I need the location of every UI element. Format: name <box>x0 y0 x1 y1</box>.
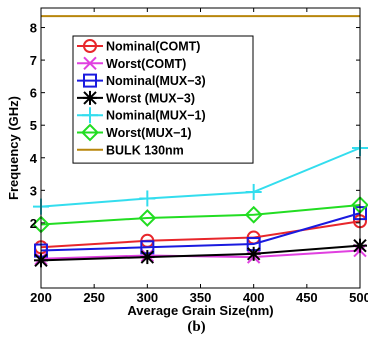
x-tick-label: 200 <box>30 290 52 305</box>
y-tick-label: 5 <box>30 118 37 133</box>
legend-item: Worst (MUX−3) <box>77 90 195 105</box>
x-marker-stroke <box>83 56 97 71</box>
legend-label: Worst(MUX−1) <box>106 126 192 140</box>
legend-item: BULK 130nm <box>77 143 184 157</box>
y-axis-title: Frequency (GHz) <box>6 96 21 200</box>
legend-box <box>72 35 254 164</box>
legend-item: Nominal(MUX−1) <box>77 107 206 124</box>
legend-item: Nominal(MUX−3) <box>77 73 206 88</box>
series-line <box>40 147 361 208</box>
legend-item: Nominal(COMT) <box>77 39 200 54</box>
y-tick-label: 4 <box>30 151 38 166</box>
axes: 200 250 300 350 400 450 500 2 3 4 5 6 7 8 <box>30 8 368 305</box>
x-tick-label: 350 <box>190 290 212 305</box>
square-marker <box>83 73 97 88</box>
diamond-marker <box>81 123 99 142</box>
x-tick-label: 450 <box>296 290 318 305</box>
x-tick-label: 400 <box>243 290 265 305</box>
diamond-marker <box>138 209 157 227</box>
y-tick-label: 3 <box>30 183 37 198</box>
x-axis-title: Average Grain Size(nm) <box>127 303 273 318</box>
series-line <box>40 220 361 249</box>
series-line <box>40 203 361 226</box>
y-tick-label: 8 <box>30 21 37 36</box>
x-tick-label: 500 <box>349 290 368 305</box>
y-tick-label: 2 <box>30 216 37 231</box>
figure-caption: (b) <box>187 319 205 335</box>
y-tick-label: 6 <box>30 86 37 101</box>
legend-label: Worst(COMT) <box>106 57 186 71</box>
legend-label: Worst (MUX−3) <box>106 91 195 105</box>
y-tick-label: 7 <box>30 53 37 68</box>
x-tick-label: 250 <box>83 290 105 305</box>
series-line <box>40 244 361 262</box>
diamond-marker <box>244 205 263 224</box>
legend: Nominal(COMT) Worst(COMT) Nominal(MUX−3) Wo… <box>72 35 254 164</box>
x-tick-label: 300 <box>136 290 158 305</box>
legend-label: Nominal(MUX−1) <box>106 109 206 123</box>
series-line <box>40 212 361 252</box>
legend-label: BULK 130nm <box>106 143 184 157</box>
circle-marker <box>83 39 97 53</box>
legend-item: Worst(COMT) <box>77 56 186 71</box>
legend-item: Worst(MUX−1) <box>77 123 192 142</box>
legend-label: Nominal(MUX−3) <box>106 74 206 88</box>
legend-label: Nominal(COMT) <box>106 40 200 54</box>
